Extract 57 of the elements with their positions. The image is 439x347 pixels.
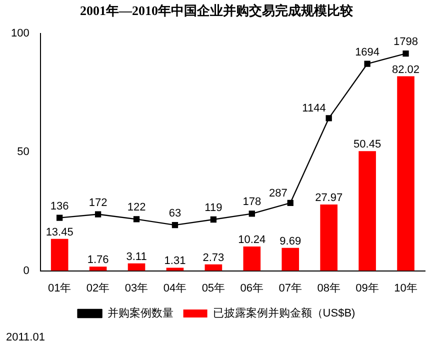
data-label: 1798 <box>394 36 418 48</box>
legend-label: 已披露案例并购金额（US$B) <box>212 306 356 320</box>
point <box>210 216 217 223</box>
x-tick-label: 01年 <box>48 282 72 294</box>
data-label: 119 <box>204 202 222 214</box>
point <box>402 50 409 57</box>
x-tick-label: 04年 <box>163 282 187 294</box>
data-label: 13.45 <box>46 226 74 238</box>
data-label: 1144 <box>302 102 326 115</box>
point <box>172 222 178 228</box>
point <box>248 210 255 217</box>
data-label: 1.31 <box>164 255 186 268</box>
x-tick-label: 10年 <box>394 282 418 294</box>
point <box>94 211 102 218</box>
bar <box>243 246 261 271</box>
data-label: 82.02 <box>392 64 420 76</box>
bar <box>358 151 376 271</box>
bar <box>166 268 184 271</box>
y-tick-label: 50 <box>17 146 30 158</box>
x-tick-label: 08年 <box>317 282 340 294</box>
bar <box>89 266 107 271</box>
bar <box>204 264 222 271</box>
data-label: 172 <box>88 196 108 209</box>
point <box>133 216 140 222</box>
x-tick-label: 09年 <box>356 282 379 294</box>
bar <box>50 238 68 271</box>
x-tick-label: 05年 <box>202 282 226 294</box>
bar <box>128 263 146 271</box>
x-tick-label: 07年 <box>278 282 302 294</box>
data-label: 10.24 <box>238 234 266 246</box>
data-label: 1694 <box>355 46 380 58</box>
y-tick-label: 100 <box>10 28 30 40</box>
data-label: 1.76 <box>87 254 109 266</box>
bar <box>320 204 338 271</box>
x-tick-label: 06年 <box>240 282 264 294</box>
point <box>287 200 294 206</box>
point <box>56 214 63 221</box>
point <box>326 115 332 122</box>
data-label: 2.73 <box>202 252 224 264</box>
data-label: 3.11 <box>126 250 147 263</box>
point <box>364 60 370 67</box>
x-tick-label: 02年 <box>86 282 110 294</box>
data-label: 178 <box>242 196 262 208</box>
bar <box>282 248 300 271</box>
data-label: 63 <box>168 208 182 220</box>
data-label: 136 <box>50 200 69 212</box>
data-label: 122 <box>127 202 146 214</box>
chart-title: 2001年—2010年中国企业并购交易完成规模比较 <box>80 3 354 18</box>
data-label: 287 <box>269 187 288 200</box>
x-tick-label: 03年 <box>124 282 148 294</box>
data-label: 27.97 <box>315 192 343 204</box>
legend-label: 并购案例数量 <box>107 306 174 320</box>
bar <box>397 76 414 271</box>
y-tick-label: 0 <box>23 264 30 277</box>
data-label: 9.69 <box>280 235 302 248</box>
data-label: 50.45 <box>354 138 382 151</box>
text: 2011.01 <box>6 332 45 344</box>
